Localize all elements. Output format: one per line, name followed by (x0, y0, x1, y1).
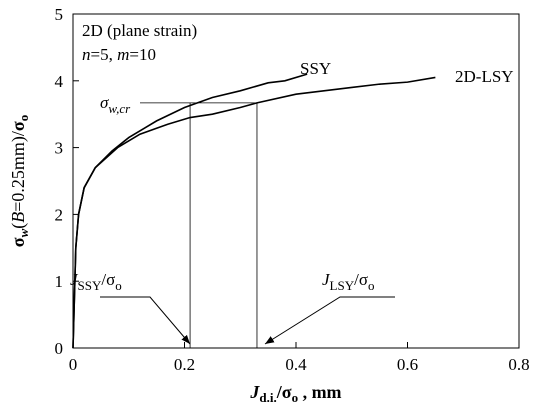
x-tick-label: 0.6 (397, 355, 418, 374)
arrow (264, 296, 395, 345)
series-label: 2D-LSY (455, 67, 514, 86)
x-tick-label: 0.4 (285, 355, 307, 374)
box-text: 2D (plane strain) (82, 21, 197, 40)
x-tick-label: 0 (69, 355, 78, 374)
arrow (100, 296, 191, 345)
y-tick-label: 0 (55, 339, 64, 358)
plot-frame (72, 13, 520, 349)
x-axis-label: Jd.i./σo , mm (249, 382, 341, 405)
y-tick-label: 1 (55, 272, 64, 291)
box-text: n=5, m=10 (82, 45, 156, 64)
series-label: SSY (300, 59, 331, 78)
annotation: JLSY/σo (322, 270, 375, 293)
annotation: σw,cr (100, 93, 131, 116)
series-line (72, 76, 436, 349)
y-axis-label: σw(B=0.25mm)/σo (8, 115, 31, 247)
y-tick-label: 4 (55, 72, 64, 91)
x-tick-label: 0.2 (174, 355, 195, 374)
y-tick-label: 5 (55, 5, 64, 24)
y-tick-label: 2 (55, 205, 64, 224)
y-tick-label: 3 (55, 139, 64, 158)
x-tick-label: 0.8 (508, 355, 529, 374)
